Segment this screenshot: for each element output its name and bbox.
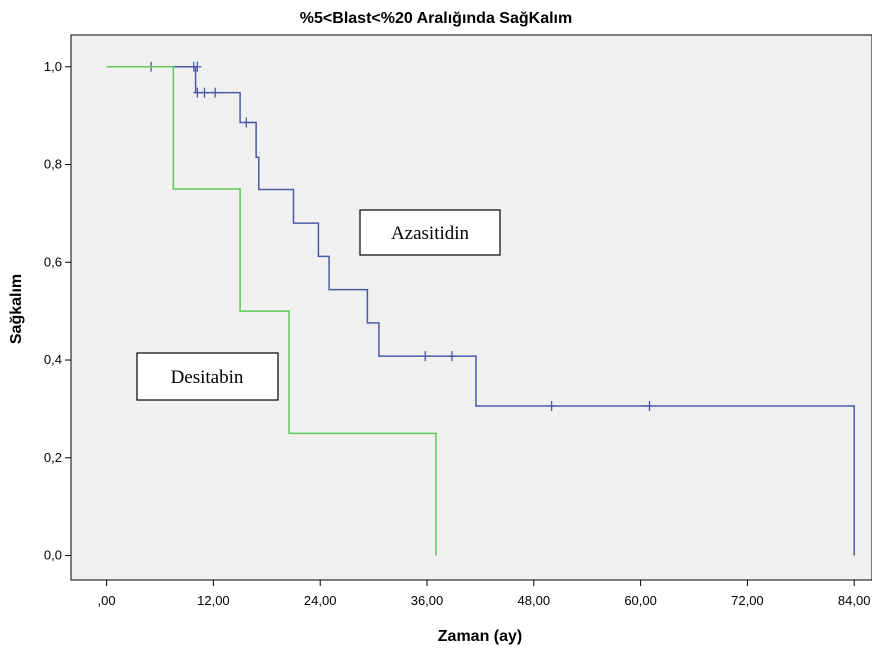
y-tick-label: 0,0 (44, 548, 62, 563)
y-tick-label: 0,8 (44, 157, 62, 172)
series-line-desitabin (106, 66, 437, 556)
censor-mark (193, 87, 202, 98)
chart-title: %5<Blast<%20 Aralığında SağKalım (300, 10, 572, 27)
y-tick-label: 0,4 (44, 352, 62, 367)
censor-mark (547, 400, 556, 411)
annotation-box-azasitidin (359, 209, 501, 256)
series-group (106, 61, 855, 556)
x-tick-label: ,00 (98, 593, 116, 608)
axis-ticks: ,00 12,00 24,00 36,00 48,00 60,00 72,00 84,00 0,… (44, 59, 871, 608)
censor-mark (200, 87, 209, 98)
annotation-label-desitabin: Desitabin (171, 367, 244, 388)
x-tick-label: 24,00 (304, 593, 337, 608)
y-axis-label: Sağkalım (8, 274, 25, 344)
y-tick-label: 0,2 (44, 450, 62, 465)
plot-area (70, 34, 872, 581)
x-axis-label: Zaman (ay) (438, 628, 522, 645)
annotation-label-azasitidin: Azasitidin (391, 223, 470, 244)
censor-mark (421, 351, 430, 362)
x-tick-label: 12,00 (197, 593, 230, 608)
censor-mark (211, 87, 220, 98)
censor-mark (447, 351, 456, 362)
series-line-azasitidin (106, 66, 855, 556)
censor-mark (242, 117, 251, 128)
y-tick-label: 0,6 (44, 254, 62, 269)
censor-mark (193, 61, 202, 72)
x-tick-label: 36,00 (411, 593, 444, 608)
censor-mark (645, 400, 654, 411)
annotations: Azasitidin Desitabin (136, 209, 501, 401)
x-tick-label: 72,00 (731, 593, 764, 608)
x-tick-label: 48,00 (518, 593, 551, 608)
x-tick-label: 84,00 (838, 593, 871, 608)
annotation-box-desitabin (136, 352, 279, 401)
x-tick-label: 60,00 (624, 593, 657, 608)
y-tick-label: 1,0 (44, 59, 62, 74)
